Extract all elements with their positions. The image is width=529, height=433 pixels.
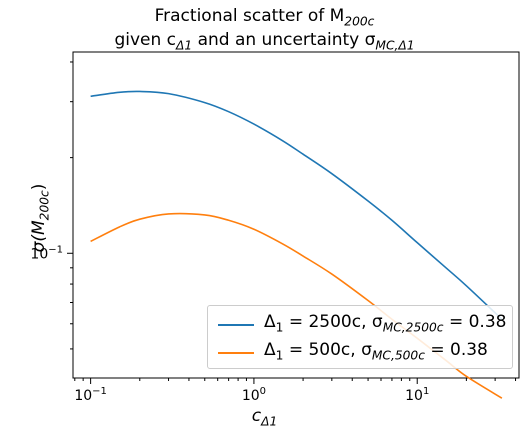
legend-label-1: Δ1 = 2500c, σMC,2500c = 0.38 [264,312,507,335]
chart-title-line-1: Fractional scatter of M200c [154,6,375,29]
x-axis-ticks: 10−1 100 101 [74,378,517,404]
x-tick-label: 100 [242,386,266,404]
legend: Δ1 = 2500c, σMC,2500c = 0.38 Δ1 = 500c, … [207,305,513,369]
legend-entry-1: Δ1 = 2500c, σMC,2500c = 0.38 [208,310,512,338]
legend-swatch-2 [218,352,254,354]
series-line-1 [90,90,503,320]
legend-swatch-1 [218,324,254,326]
y-tick-label: 10−1 [30,244,63,262]
plot-area-frame [72,51,520,379]
legend-label-2: Δ1 = 500c, σMC,500c = 0.38 [264,340,488,363]
x-tick-label: 101 [405,386,429,404]
x-axis-label: cΔ1 [251,406,278,429]
y-axis-ticks: 10−1 [30,61,73,350]
chart-title-line-2: given cΔ1 and an uncertainty σMC,Δ1 [114,30,415,53]
x-tick-label: 10−1 [74,386,107,404]
y-axis-label: σ(M200c) [29,183,52,253]
legend-entry-2: Δ1 = 500c, σMC,500c = 0.38 [208,338,512,366]
